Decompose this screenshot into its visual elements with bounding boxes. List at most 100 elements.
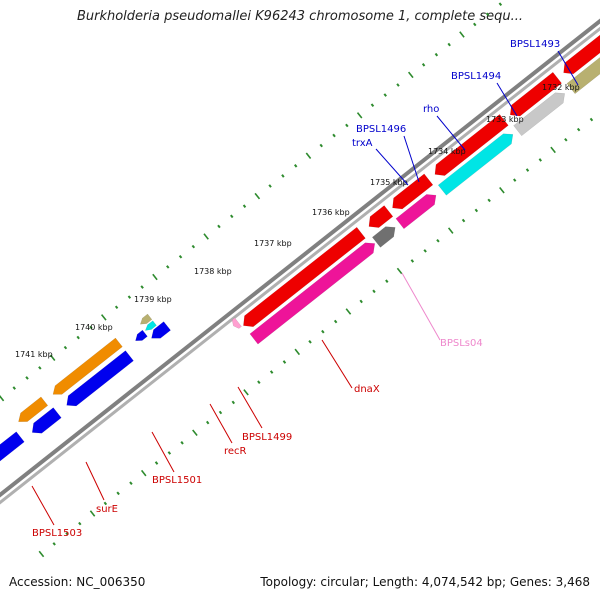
outer-tick: [434, 52, 439, 57]
gene-label-forward: BPSL1496: [356, 124, 406, 135]
gene-blue-2: [66, 350, 134, 407]
outer-tick: [12, 386, 16, 390]
inner-tick: [513, 178, 517, 182]
leader-line: [237, 386, 263, 429]
gene-dnax-magenta: [249, 242, 376, 345]
inner-tick: [154, 461, 159, 465]
outer-tick: [152, 273, 158, 281]
scale-label: 1738 kbp: [194, 267, 232, 276]
inner-tick: [499, 187, 505, 194]
gene-label-reverse: dnaX: [354, 384, 380, 395]
scale-label: 1735 kbp: [370, 178, 408, 187]
gene-label-reverse: BPSLs04: [440, 338, 483, 349]
inner-tick: [474, 208, 479, 213]
outer-tick: [100, 314, 107, 321]
scale-label: 1734 kbp: [428, 147, 466, 156]
gene-bpsl1493: [0, 431, 25, 462]
outer-tick: [38, 366, 42, 370]
inner-tick: [372, 289, 376, 294]
outer-tick: [459, 31, 465, 38]
gene-bpsl1499: [371, 226, 396, 248]
gene-sure: [509, 71, 562, 117]
inner-tick: [103, 501, 108, 506]
inner-tick: [333, 319, 338, 324]
inner-tick: [294, 348, 301, 356]
outer-tick: [370, 103, 375, 108]
gene-blue-3: [151, 321, 171, 339]
gene-bpsl1503: [563, 34, 600, 75]
outer-tick: [305, 152, 312, 159]
leader-line: [151, 431, 175, 473]
inner-tick: [538, 158, 542, 162]
outer-tick: [89, 325, 93, 330]
outer-tick: [268, 184, 272, 188]
leader-line: [375, 148, 409, 186]
inner-tick: [359, 299, 363, 304]
inner-tick: [410, 259, 415, 263]
outer-tick: [230, 214, 234, 219]
gene-label-reverse: recR: [224, 446, 247, 457]
outer-tick: [421, 63, 426, 67]
tick-marks: [0, 2, 594, 558]
inner-tick: [38, 550, 45, 558]
gene-bpsl1501: [434, 114, 509, 176]
outer-tick: [0, 394, 5, 402]
gene-label-forward: BPSL1494: [451, 71, 501, 82]
gene-label-forward: rho: [423, 104, 439, 115]
gene-bpsl1496: [135, 329, 148, 341]
outer-tick: [166, 265, 170, 269]
inner-tick: [564, 137, 568, 142]
inner-tick: [308, 339, 312, 344]
scale-label: 1737 kbp: [254, 239, 292, 248]
scale-label: 1740 kbp: [75, 323, 113, 332]
inner-tick: [231, 400, 235, 405]
leader-line: [496, 82, 518, 117]
outer-tick: [178, 254, 183, 259]
inner-tick: [550, 146, 556, 154]
outer-tick: [191, 244, 196, 249]
inner-tick: [576, 127, 581, 132]
outer-tick: [127, 295, 132, 299]
scale-label: 1739 kbp: [134, 295, 172, 304]
accession-text: Accession: NC_006350: [9, 575, 146, 589]
inner-tick: [385, 279, 389, 283]
scale-label: 1736 kbp: [312, 208, 350, 217]
inner-tick: [129, 481, 133, 486]
outer-tick: [140, 285, 144, 289]
inner-tick: [436, 238, 440, 243]
inner-tick: [52, 542, 56, 546]
gene-label-forward: trxA: [352, 138, 373, 149]
outer-tick: [332, 133, 336, 138]
gene-bpsls04: [231, 317, 242, 329]
inner-tick: [447, 227, 454, 234]
leader-line: [85, 461, 105, 501]
inner-tick: [167, 451, 172, 455]
outer-tick: [203, 233, 209, 240]
outer-tick: [319, 143, 323, 148]
inner-tick: [257, 380, 261, 385]
inner-tick: [345, 308, 352, 315]
inner-tick: [269, 370, 274, 374]
leader-line: [321, 339, 353, 389]
scale-label: 1733 kbp: [486, 115, 524, 124]
inner-tick: [65, 531, 69, 536]
leader-line: [557, 50, 579, 86]
outer-tick: [473, 22, 477, 27]
map-title: Burkholderia pseudomallei K96243 chromos…: [76, 9, 524, 24]
inner-tick: [206, 420, 210, 425]
inner-tick: [218, 410, 223, 415]
gene-magenta-2: [395, 194, 437, 230]
gene-sure-gray: [513, 92, 565, 137]
inner-tick: [89, 510, 96, 517]
outer-tick: [407, 71, 414, 79]
inner-tick: [116, 491, 120, 496]
leader-line: [403, 135, 420, 183]
scale-label: 1741 kbp: [15, 350, 53, 359]
gene-label-reverse: BPSL1501: [152, 475, 202, 486]
inner-tick: [461, 218, 466, 223]
gene-bpsl1494: [18, 396, 49, 422]
scale-label: 1732 kbp: [542, 83, 580, 92]
gene-bpsl1501-cyan: [437, 133, 514, 196]
